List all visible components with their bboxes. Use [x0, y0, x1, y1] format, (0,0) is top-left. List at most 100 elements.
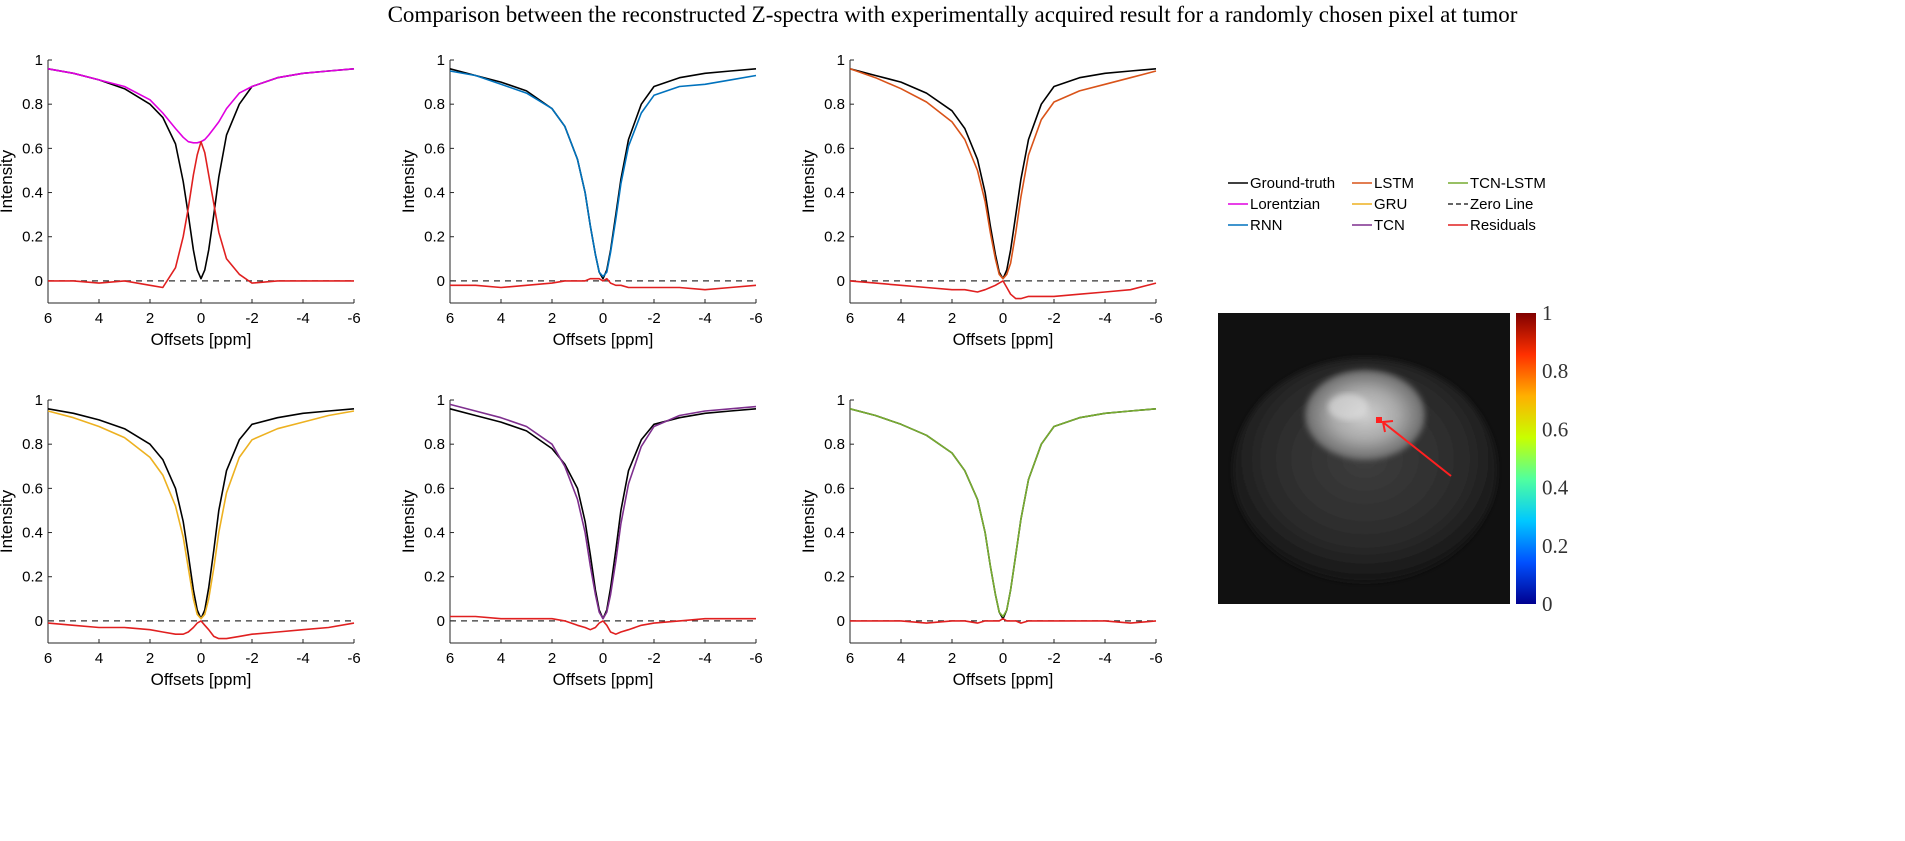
y-tick-label: 0.8 [824, 436, 845, 453]
x-tick-label: 4 [497, 650, 505, 667]
series-ground-truth [449, 408, 757, 620]
legend-label: Residuals [1470, 217, 1536, 234]
x-tick-label: -6 [1149, 650, 1162, 667]
x-tick-label: -6 [749, 650, 762, 667]
red-arrow-shaft [1383, 422, 1452, 477]
legend: Ground-truth LSTM TCN-LSTM Lorentzian GRU Zer… [1228, 175, 1546, 234]
y-tick-label: 0.4 [424, 525, 445, 542]
mri-panel: 0 0.2 0.4 0.6 0.8 1 [1218, 301, 1569, 616]
y-tick-label: 0.4 [824, 525, 845, 542]
series-lorentzian [47, 68, 355, 144]
x-tick-label: 0 [999, 310, 1007, 327]
colorbar-tick-label: 0.8 [1542, 359, 1568, 383]
x-axis-label: Offsets [ppm] [151, 330, 252, 349]
x-tick-label: 4 [95, 650, 103, 667]
x-tick-label: -6 [347, 310, 360, 327]
subplot-2: 6 4 2 0 -2 -4 -6 0 0.2 0.4 0.6 0.8 1 Offsets [ppm] Int… [399, 52, 763, 349]
legend-item-gru: GRU [1352, 196, 1407, 213]
y-axis-label: Intensity [399, 149, 418, 213]
mri-bright-region [1328, 394, 1368, 420]
x-tick-label: -2 [647, 310, 660, 327]
legend-item-lstm: LSTM [1352, 175, 1414, 192]
legend-label: Lorentzian [1250, 196, 1320, 213]
y-axis-label: Intensity [799, 149, 818, 213]
x-tick-label: 0 [599, 650, 607, 667]
colorbar-tick-label: 0 [1542, 592, 1553, 616]
y-tick-label: 0.4 [824, 185, 845, 202]
figure-title: Comparison between the reconstructed Z-s… [387, 2, 1518, 27]
x-tick-label: -2 [245, 310, 258, 327]
y-axis-label: Intensity [0, 489, 16, 553]
x-tick-label: 0 [197, 310, 205, 327]
series-gru [47, 410, 355, 620]
x-tick-label: 6 [44, 310, 52, 327]
subplot-3: 6 4 2 0 -2 -4 -6 0 0.2 0.4 0.6 0.8 1 Offsets [ppm] Int… [799, 52, 1163, 349]
y-tick-label: 1 [837, 392, 845, 409]
legend-label: Zero Line [1470, 196, 1533, 213]
legend-item-zero-line: Zero Line [1448, 196, 1533, 213]
y-tick-label: 0.8 [824, 96, 845, 113]
series-tcn-lstm [849, 408, 1157, 618]
x-tick-label: -2 [647, 650, 660, 667]
y-tick-label: 0.8 [22, 96, 43, 113]
x-axis-label: Offsets [ppm] [953, 330, 1054, 349]
subplot-6: 6 4 2 0 -2 -4 -6 0 0.2 0.4 0.6 0.8 1 Offsets [ppm] Int… [799, 392, 1163, 689]
y-tick-label: 0.4 [22, 525, 43, 542]
x-axis-label: Offsets [ppm] [953, 670, 1054, 689]
y-tick-label: 1 [437, 52, 445, 69]
x-tick-label: 2 [548, 650, 556, 667]
y-tick-label: 0.2 [424, 229, 445, 246]
y-tick-label: 1 [837, 52, 845, 69]
mri-head-outline [1233, 358, 1497, 582]
y-tick-label: 1 [35, 52, 43, 69]
y-axis-label: Intensity [399, 489, 418, 553]
subplot-4: 6 4 2 0 -2 -4 -6 0 0.2 0.4 0.6 0.8 1 Offsets [ppm] Int… [0, 392, 361, 689]
colorbar-tick-label: 0.6 [1542, 417, 1568, 441]
x-tick-label: -6 [749, 310, 762, 327]
x-tick-label: -2 [1047, 650, 1060, 667]
y-tick-label: 0 [35, 273, 43, 290]
colorbar-tick-label: 0.2 [1542, 534, 1568, 558]
y-tick-label: 0.6 [424, 480, 445, 497]
series-residuals [47, 620, 355, 640]
subplot-grid: 6 4 2 0 -2 -4 -6 0 0.2 0.4 0.6 0.8 1 Offsets [ppm] Int… [0, 52, 1163, 689]
x-tick-label: 4 [897, 650, 905, 667]
y-tick-label: 0.6 [424, 140, 445, 157]
legend-label: Ground-truth [1250, 175, 1335, 192]
legend-label: TCN-LSTM [1470, 175, 1546, 192]
x-tick-label: -4 [296, 650, 309, 667]
x-tick-label: 2 [948, 650, 956, 667]
y-tick-label: 0.6 [824, 140, 845, 157]
legend-label: RNN [1250, 217, 1283, 234]
x-tick-label: 6 [446, 310, 454, 327]
y-tick-label: 0 [35, 613, 43, 630]
x-tick-label: 2 [548, 310, 556, 327]
x-tick-label: -4 [698, 650, 711, 667]
series-tcn [449, 403, 757, 620]
y-tick-label: 0.6 [22, 480, 43, 497]
x-tick-label: 6 [846, 310, 854, 327]
legend-label: TCN [1374, 217, 1405, 234]
series-ground-truth [47, 408, 355, 620]
series-residuals [450, 277, 757, 291]
y-tick-label: 0.6 [22, 140, 43, 157]
legend-item-tcn-lstm: TCN-LSTM [1448, 175, 1546, 192]
y-tick-label: 0 [837, 613, 845, 630]
colorbar-tick-label: 0.4 [1542, 476, 1569, 500]
series-ground-truth [47, 68, 355, 280]
series-ground-truth [849, 408, 1157, 620]
series-residuals [450, 615, 756, 636]
subplot-1: 6 4 2 0 -2 -4 -6 0 0.2 0.4 0.6 0.8 1 Offsets [ppm] Int… [0, 52, 361, 349]
x-tick-label: 6 [44, 650, 52, 667]
x-tick-label: 6 [446, 650, 454, 667]
series-rnn [449, 70, 757, 278]
y-tick-label: 0.4 [424, 185, 445, 202]
legend-item-rnn: RNN [1228, 217, 1283, 234]
x-tick-label: -6 [1149, 310, 1162, 327]
x-tick-label: -6 [347, 650, 360, 667]
series-residuals [850, 617, 1157, 624]
legend-label: LSTM [1374, 175, 1414, 192]
x-axis-label: Offsets [ppm] [553, 670, 654, 689]
x-axis-label: Offsets [ppm] [553, 330, 654, 349]
